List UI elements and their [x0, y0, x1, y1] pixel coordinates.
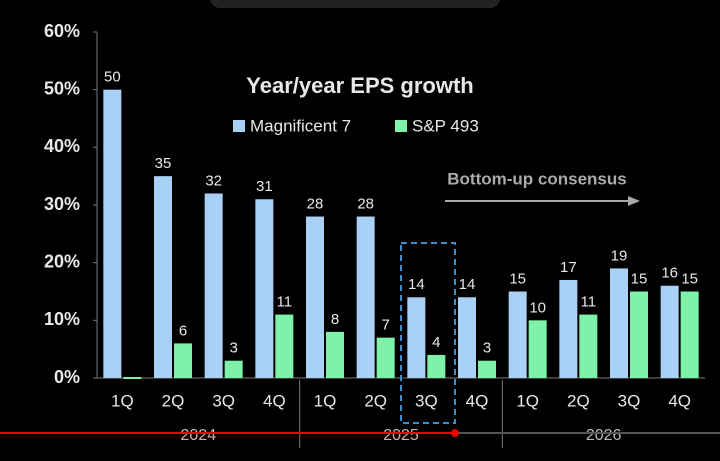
data-label: 28 — [357, 196, 374, 213]
bar — [458, 297, 476, 378]
bar — [306, 216, 324, 378]
data-label: 17 — [560, 259, 577, 276]
legend-swatch — [233, 120, 245, 132]
data-label: 3 — [483, 340, 491, 357]
data-label: 4 — [432, 334, 440, 351]
data-label: 15 — [509, 270, 526, 287]
y-tick-label: 10% — [44, 309, 80, 329]
bar — [407, 297, 426, 378]
bar — [478, 360, 496, 378]
x-tick-label: 4Q — [668, 391, 691, 410]
data-label: 15 — [681, 270, 698, 287]
bar — [356, 216, 375, 378]
bar — [204, 193, 223, 378]
x-tick-label: 4Q — [263, 391, 286, 410]
data-label: 11 — [581, 294, 597, 311]
bar — [103, 89, 122, 379]
data-label: 15 — [631, 270, 648, 287]
bar — [559, 279, 578, 378]
data-label: 6 — [179, 322, 187, 339]
x-tick-label: 1Q — [314, 391, 337, 410]
data-label: 7 — [381, 317, 389, 334]
x-tick-label: 1Q — [516, 391, 539, 410]
y-tick-label: 30% — [44, 194, 80, 214]
group-label: 2026 — [586, 427, 622, 444]
bar — [376, 337, 395, 378]
bar — [427, 354, 446, 378]
bar — [579, 314, 598, 378]
data-label: 14 — [408, 276, 425, 293]
bar — [326, 331, 344, 378]
bar — [255, 199, 274, 378]
search-bar[interactable] — [210, 0, 500, 8]
y-tick-label: 0% — [54, 367, 80, 387]
data-label: 32 — [205, 172, 222, 189]
x-tick-label: 2Q — [364, 391, 387, 410]
bar — [660, 285, 679, 378]
data-label: 19 — [611, 247, 628, 264]
x-tick-label: 3Q — [415, 391, 438, 410]
legend-label: Magnificent 7 — [250, 116, 351, 135]
bar — [680, 291, 699, 378]
bar — [174, 343, 192, 378]
data-label: 10 — [529, 299, 546, 316]
group-label: 2025 — [383, 427, 419, 444]
bar — [630, 291, 648, 378]
bar — [123, 377, 142, 379]
progress-handle[interactable] — [451, 429, 459, 437]
bar — [224, 360, 243, 378]
data-label: 8 — [331, 311, 339, 328]
x-tick-label: 1Q — [111, 391, 134, 410]
x-tick-label: 2Q — [567, 391, 590, 410]
data-label: 50 — [104, 69, 121, 86]
group-label: 2024 — [181, 427, 217, 444]
bar — [154, 176, 172, 378]
data-label: 28 — [307, 196, 324, 213]
x-tick-label: 4Q — [466, 391, 489, 410]
x-tick-label: 3Q — [212, 391, 235, 410]
annotation: Bottom-up consensus — [447, 169, 626, 188]
bar — [528, 320, 547, 378]
legend-label: S&P 493 — [412, 116, 479, 135]
highlight-box — [400, 242, 456, 424]
y-tick-label: 40% — [44, 136, 80, 156]
bar — [275, 314, 294, 378]
progress-bar[interactable] — [0, 432, 455, 434]
data-label: 31 — [256, 178, 273, 195]
data-label: 16 — [661, 265, 678, 282]
data-label: 14 — [459, 276, 476, 293]
y-tick-label: 60% — [44, 21, 80, 41]
data-label: 11 — [277, 294, 293, 311]
x-tick-label: 3Q — [618, 391, 641, 410]
arrow-head — [628, 196, 640, 206]
legend-swatch — [395, 120, 407, 132]
bar — [508, 291, 527, 378]
data-label: 35 — [155, 155, 172, 172]
chart-title: Year/year EPS growth — [246, 73, 473, 98]
x-tick-label: 2Q — [162, 391, 185, 410]
data-label: 3 — [229, 340, 237, 357]
bar — [610, 268, 628, 378]
y-tick-label: 20% — [44, 251, 80, 271]
y-tick-label: 50% — [44, 78, 80, 98]
